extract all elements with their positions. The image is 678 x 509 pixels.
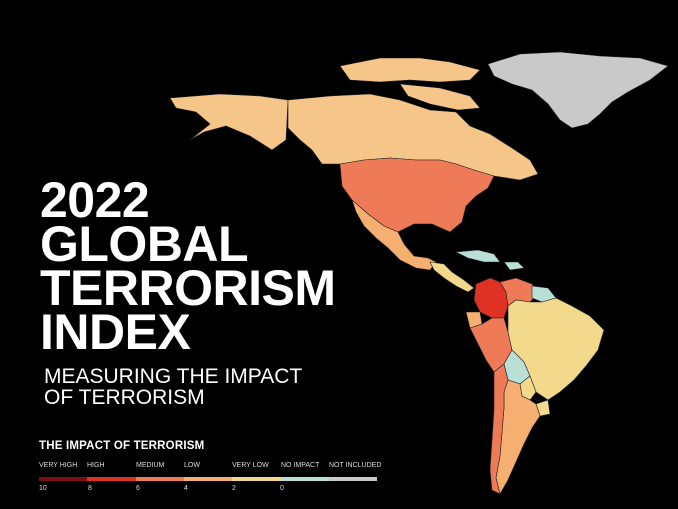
legend-swatch-very-low	[232, 477, 281, 481]
legend-label-high: HIGH	[87, 462, 105, 469]
legend-label-low: LOW	[184, 462, 200, 469]
legend-label-very-high: VERY HIGH	[39, 462, 78, 469]
greenland-region	[487, 51, 669, 129]
report-title: 2022 GLOBAL TERRORISM INDEX	[40, 172, 336, 360]
legend-label-very-low: VERY LOW	[232, 462, 269, 469]
alaska-region	[169, 93, 289, 151]
legend-tick-6: 6	[136, 485, 140, 492]
legend-label-medium: MEDIUM	[136, 462, 165, 469]
chile-region	[489, 363, 509, 495]
title-line-3: TERRORISM	[40, 260, 336, 316]
legend-tick-4: 4	[184, 485, 188, 492]
legend-tick-0: 0	[280, 485, 284, 492]
legend-label-not-included: NOT INCLUDED	[329, 462, 382, 469]
legend-tick-10: 10	[39, 485, 47, 492]
title-line-1: 2022	[40, 172, 150, 228]
legend-title: THE IMPACT OF TERRORISM	[39, 440, 205, 452]
arctic-islands-region	[339, 57, 481, 111]
report-subtitle: MEASURING THE IMPACT OF TERRORISM	[44, 366, 302, 408]
title-line-4: INDEX	[40, 304, 191, 360]
legend-category-labels: VERY HIGH HIGH MEDIUM LOW VERY LOW NO IM…	[39, 462, 384, 474]
legend-label-no-impact: NO IMPACT	[281, 462, 320, 469]
colombia-region	[473, 277, 509, 319]
legend-swatch-high	[87, 477, 136, 481]
legend-swatch-very-high	[39, 477, 87, 481]
legend-tick-8: 8	[88, 485, 92, 492]
legend-swatch-no-impact	[281, 477, 329, 481]
map-legend: THE IMPACT OF TERRORISM VERY HIGH HIGH M…	[39, 440, 384, 495]
legend-swatch-low	[184, 477, 232, 481]
central-america-region	[429, 261, 475, 293]
legend-swatch-not-included	[329, 477, 377, 481]
title-line-2: GLOBAL	[40, 216, 249, 272]
subtitle-line-2: OF TERRORISM	[44, 386, 205, 409]
caribbean-region	[454, 249, 525, 271]
legend-tick-labels: 10 8 6 4 2 0	[39, 485, 384, 495]
legend-color-bar	[39, 477, 384, 481]
legend-swatch-medium	[136, 477, 184, 481]
legend-tick-2: 2	[232, 485, 236, 492]
subtitle-line-1: MEASURING THE IMPACT	[44, 365, 303, 388]
